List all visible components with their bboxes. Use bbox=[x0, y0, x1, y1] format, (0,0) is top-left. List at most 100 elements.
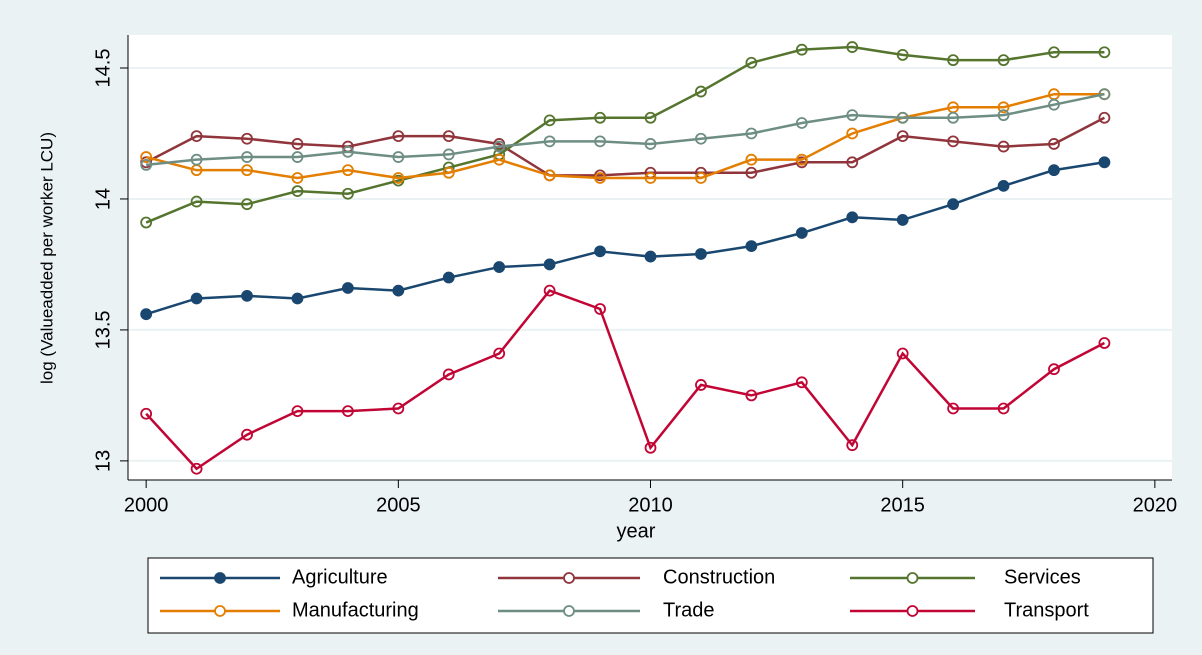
point bbox=[896, 130, 909, 143]
point bbox=[1098, 111, 1111, 124]
point bbox=[190, 130, 203, 143]
point bbox=[1048, 164, 1060, 177]
y-tick-label: 13.5 bbox=[92, 310, 114, 349]
point bbox=[795, 376, 808, 389]
series-line bbox=[146, 92, 1105, 167]
point bbox=[997, 402, 1010, 415]
legend-label: Manufacturing bbox=[292, 599, 419, 621]
series-line bbox=[145, 45, 1105, 224]
point bbox=[846, 156, 859, 169]
point bbox=[1048, 46, 1060, 59]
point bbox=[644, 441, 657, 454]
point bbox=[846, 41, 859, 53]
point bbox=[947, 54, 960, 67]
point bbox=[795, 117, 808, 129]
point bbox=[291, 292, 304, 305]
point bbox=[1098, 337, 1111, 349]
point bbox=[1048, 138, 1060, 150]
point bbox=[997, 109, 1010, 122]
point bbox=[947, 135, 960, 148]
point bbox=[846, 109, 859, 122]
point bbox=[594, 303, 606, 315]
point bbox=[695, 132, 707, 145]
point bbox=[896, 214, 909, 226]
point bbox=[341, 405, 354, 418]
point bbox=[392, 151, 405, 163]
x-tick-label: 2000 bbox=[124, 494, 169, 516]
point bbox=[1098, 156, 1111, 169]
point bbox=[241, 289, 253, 302]
legend-label: Transport bbox=[1004, 599, 1089, 621]
point bbox=[392, 172, 405, 184]
x-tick-label: 2015 bbox=[880, 494, 925, 516]
point bbox=[644, 250, 657, 263]
point bbox=[543, 169, 556, 182]
point bbox=[291, 151, 304, 163]
point bbox=[997, 179, 1010, 192]
legend-marker bbox=[214, 605, 226, 617]
point bbox=[594, 135, 606, 148]
point bbox=[241, 428, 253, 441]
point bbox=[291, 138, 304, 150]
x-tick-label: 2020 bbox=[1133, 494, 1178, 516]
point bbox=[644, 138, 657, 150]
point bbox=[190, 153, 203, 166]
point bbox=[442, 368, 455, 381]
y-tick-label: 14.5 bbox=[92, 49, 114, 88]
point bbox=[795, 227, 808, 239]
point bbox=[594, 172, 606, 184]
point bbox=[896, 111, 909, 124]
legend-label: Agriculture bbox=[292, 566, 388, 588]
point bbox=[341, 187, 354, 200]
point bbox=[291, 405, 304, 418]
point bbox=[392, 130, 405, 143]
point bbox=[1048, 363, 1060, 376]
series-line bbox=[145, 92, 1105, 180]
point bbox=[947, 198, 960, 211]
point bbox=[493, 261, 506, 273]
point bbox=[695, 248, 707, 260]
point bbox=[442, 271, 455, 284]
point bbox=[896, 347, 909, 360]
point bbox=[695, 172, 707, 184]
point bbox=[493, 153, 506, 166]
point bbox=[341, 164, 354, 177]
point bbox=[392, 402, 405, 415]
point bbox=[493, 140, 506, 153]
legend-label: Trade bbox=[663, 599, 715, 621]
point bbox=[140, 151, 153, 163]
point bbox=[291, 172, 304, 184]
point bbox=[695, 85, 707, 98]
point bbox=[392, 284, 405, 297]
point bbox=[140, 308, 153, 321]
point bbox=[442, 130, 455, 143]
point bbox=[997, 140, 1010, 153]
point bbox=[140, 407, 153, 420]
point bbox=[846, 211, 859, 224]
legend-marker bbox=[906, 605, 919, 617]
point bbox=[341, 145, 354, 158]
y-axis-title: log (Valueadded per worker LCU) bbox=[37, 132, 56, 384]
legend-marker bbox=[563, 572, 575, 584]
legend-marker bbox=[563, 605, 575, 617]
point bbox=[644, 172, 657, 184]
point bbox=[543, 258, 556, 271]
series-line bbox=[145, 116, 1105, 177]
point bbox=[745, 389, 758, 402]
point bbox=[594, 111, 606, 124]
point bbox=[594, 245, 606, 258]
point bbox=[745, 127, 758, 140]
y-tick-label: 14 bbox=[92, 188, 114, 210]
point bbox=[341, 282, 354, 294]
legend-label: Construction bbox=[663, 566, 775, 588]
point bbox=[190, 462, 203, 475]
point bbox=[291, 185, 304, 198]
point bbox=[997, 54, 1010, 67]
point bbox=[241, 164, 253, 177]
point bbox=[795, 153, 808, 166]
x-tick-label: 2010 bbox=[628, 494, 673, 516]
point bbox=[947, 111, 960, 124]
point bbox=[543, 284, 556, 297]
point bbox=[543, 135, 556, 148]
